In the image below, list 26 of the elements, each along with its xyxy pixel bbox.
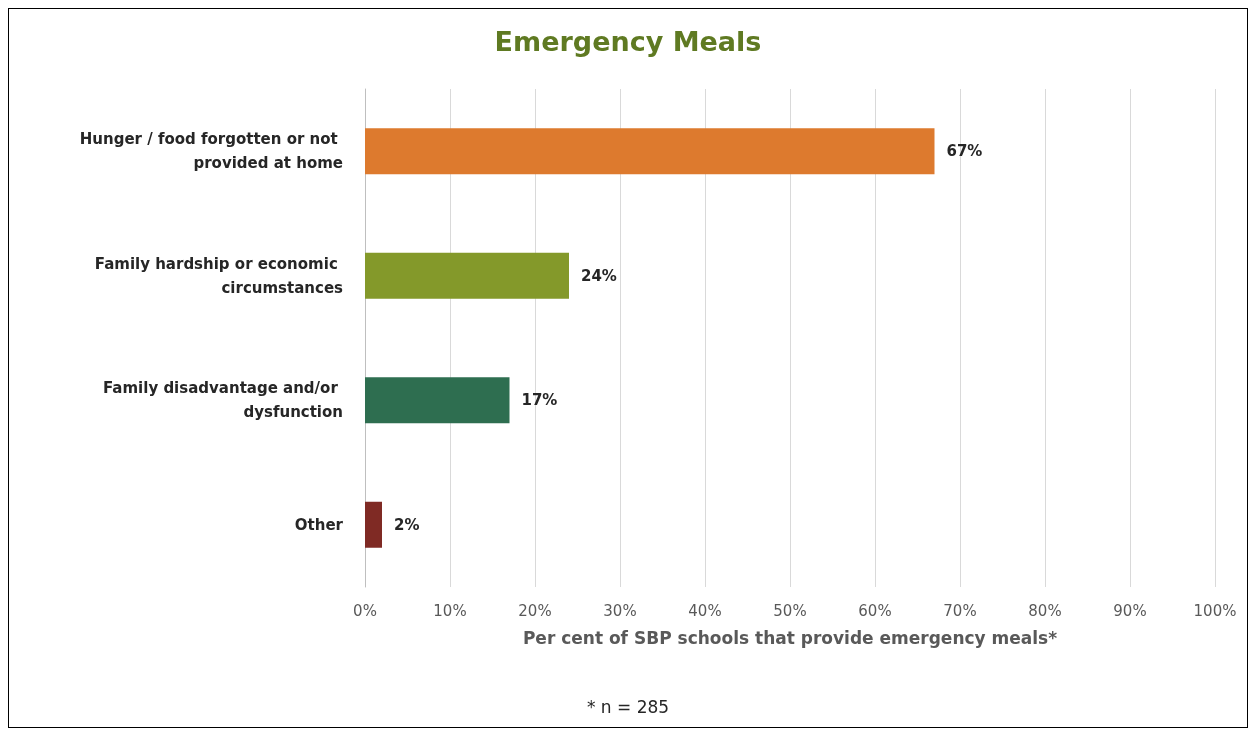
- x-tick-label: 80%: [1028, 601, 1062, 620]
- x-tick-label: 30%: [603, 601, 637, 620]
- x-tick-label: 90%: [1113, 601, 1147, 620]
- data-label: 2%: [394, 515, 420, 534]
- x-tick-label: 40%: [688, 601, 722, 620]
- text: * n = 285: [586, 696, 670, 717]
- y-tick-label: Other: [294, 515, 344, 534]
- y-tick-label: Hunger / food forgotten or not provided at home: [79, 130, 343, 173]
- bar: [365, 377, 510, 424]
- x-tick-label: 70%: [943, 601, 977, 620]
- x-tick-label: 100%: [1193, 601, 1237, 620]
- x-tick-label: 0%: [353, 601, 377, 620]
- y-tick-label: Family disadvantage and/or dysfunction: [102, 379, 343, 422]
- bar: [365, 128, 935, 175]
- data-label: 17%: [521, 391, 558, 410]
- data-label: 24%: [581, 266, 617, 285]
- chart-title: Emergency Meals: [494, 26, 762, 57]
- x-tick-label: 60%: [858, 601, 892, 620]
- bar: [365, 252, 569, 299]
- bar: [365, 501, 382, 548]
- x-tick-label: 20%: [518, 601, 552, 620]
- x-tick-label: 50%: [773, 601, 807, 620]
- x-axis-title: Per cent of SBP schools that provide emergency meals*: [522, 627, 1058, 648]
- x-tick-label: 10%: [433, 601, 467, 620]
- y-tick-label: Family hardship or economic circumstances: [94, 254, 344, 297]
- data-label: 67%: [946, 142, 983, 161]
